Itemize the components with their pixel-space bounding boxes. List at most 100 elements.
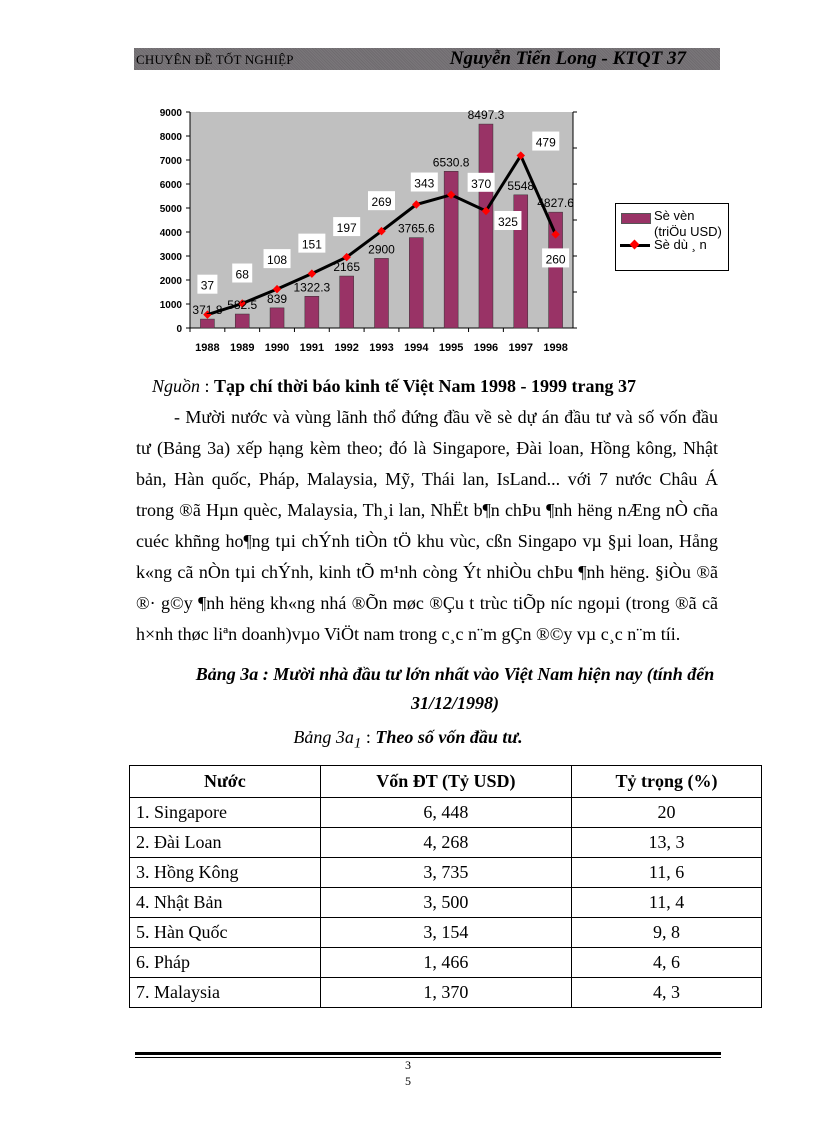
left-tick-label: 5000: [160, 204, 183, 215]
body-paragraph: - Mười nước và vùng lãnh thổ đứng đầu về…: [136, 402, 718, 650]
bar-data-label: 4827.6: [537, 196, 574, 210]
legend-bar-label: Sè vèn: [654, 208, 695, 223]
legend-marker-icon: [629, 239, 640, 250]
line-marker: [412, 200, 421, 209]
cell-share: 20: [571, 797, 762, 828]
x-tick-label: 1994: [404, 342, 429, 354]
line-marker: [272, 284, 282, 294]
bar-data-label: 839: [267, 292, 287, 306]
line-marker: [446, 190, 456, 200]
table-header-row: Nước Vốn ĐT (Tỷ USD) Tỷ trọng (%): [129, 765, 762, 798]
x-tick-label: 1992: [334, 342, 358, 354]
col-country: Nước: [129, 765, 321, 798]
bar-data-label: 582.5: [227, 298, 257, 312]
left-tick-label: 9000: [160, 108, 183, 119]
table-row: 2. Đài Loan 4, 268 13, 3: [129, 827, 762, 858]
subcaption-sep: :: [361, 727, 376, 747]
paragraph-text: - Mười nước và vùng lãnh thổ đứng đầu về…: [136, 407, 718, 644]
bar: [443, 171, 459, 329]
line-label-box: [467, 172, 495, 192]
line-marker: [516, 151, 526, 160]
cell-share: 4, 3: [571, 977, 762, 1008]
bar-data-label: 2165: [333, 260, 360, 274]
table-subcaption: Bảng 3a1 : Theo số vốn đầu tư.: [0, 727, 816, 753]
line-marker: [377, 226, 386, 236]
bar: [409, 237, 424, 329]
line-marker: [481, 206, 491, 216]
legend-line-label: Sè dù ¸ n: [654, 237, 707, 252]
bar: [374, 258, 389, 329]
table-row: 4. Nhật Bản 3, 500 11, 4: [129, 887, 762, 918]
line-data-label: 151: [302, 238, 322, 252]
cell-share: 11, 6: [571, 857, 762, 888]
line-data-label: 260: [546, 252, 566, 266]
cell-capital: 6, 448: [319, 797, 573, 828]
table-caption: Bảng 3a : Mười nhà đầu tư lớn nhất vào V…: [195, 664, 715, 713]
bar: [339, 275, 354, 329]
x-tick-label: 1991: [300, 342, 324, 354]
cell-share: 9, 8: [571, 917, 762, 948]
line-label-box: [197, 274, 218, 294]
line-marker: [237, 299, 247, 308]
cell-country: 7. Malaysia: [129, 977, 321, 1008]
page-number: 3: [405, 1058, 411, 1072]
source-sep: :: [200, 376, 215, 396]
cell-capital: 3, 735: [319, 857, 573, 888]
cell-capital: 3, 500: [319, 887, 573, 918]
bar-data-label: 2900: [368, 242, 395, 256]
bar: [548, 211, 563, 329]
bar: [269, 307, 285, 329]
x-tick-label: 1996: [474, 342, 498, 354]
bar-data-label: 8497.3: [468, 108, 505, 122]
x-tick-label: 1989: [230, 342, 254, 354]
line-data-label: 370: [471, 177, 491, 191]
line-label-box: [263, 249, 291, 269]
legend-bar-swatch: [621, 213, 651, 224]
cell-country: 1. Singapore: [129, 797, 321, 828]
cell-country: 4. Nhật Bản: [129, 887, 321, 918]
header-title: CHUYÊN ĐỀ TỐT NGHIỆP: [136, 52, 294, 67]
cell-country: 2. Đài Loan: [129, 827, 321, 858]
left-tick-label: 4000: [160, 228, 183, 239]
line-data-label: 343: [414, 177, 434, 191]
investment-chart: 0100020003000400050006000700080009000010…: [160, 108, 577, 354]
bar: [304, 296, 320, 329]
bar: [234, 313, 250, 329]
line-label-box: [542, 248, 570, 268]
investors-table: Nước Vốn ĐT (Tỷ USD) Tỷ trọng (%) 1. Sin…: [129, 765, 762, 1008]
bar-data-label: 1322.3: [294, 280, 331, 294]
left-tick-label: 6000: [160, 180, 183, 191]
subcaption-sub: 1: [353, 735, 362, 752]
cell-share: 11, 4: [571, 887, 762, 918]
line-label-box: [232, 263, 253, 283]
bar: [200, 318, 215, 329]
x-tick-label: 1998: [543, 342, 567, 354]
bar: [478, 123, 494, 329]
left-tick-label: 1000: [160, 300, 183, 311]
table-row: 6. Pháp 1, 466 4, 6: [129, 947, 762, 978]
subcaption-text: Theo số vốn đầu tư.: [375, 727, 523, 747]
footer-rule: [135, 1052, 721, 1055]
x-tick-label: 1997: [509, 342, 533, 354]
cell-capital: 4, 268: [319, 827, 573, 858]
line-label-box: [532, 131, 560, 151]
line-data-label: 197: [337, 221, 357, 235]
line-marker: [203, 310, 212, 319]
source-text: Tạp chí thời báo kinh tế Việt Nam 1998 -…: [214, 376, 637, 396]
x-tick-label: 1988: [195, 342, 219, 354]
line-label-box: [298, 233, 326, 253]
x-tick-label: 1995: [439, 342, 463, 354]
source-label: Nguồn: [152, 376, 201, 396]
x-tick-label: 1993: [369, 342, 393, 354]
chart-legend: Sè vèn (triÖu USD) Sè dù ¸ n: [615, 203, 729, 271]
line-marker: [551, 230, 560, 239]
cell-capital: 1, 370: [319, 977, 573, 1008]
line-data-label: 108: [267, 253, 287, 267]
bar-data-label: 371.8: [192, 303, 222, 317]
line-data-label: 325: [498, 215, 518, 229]
table-row: 7. Malaysia 1, 370 4, 3: [129, 977, 762, 1008]
left-tick-label: 7000: [160, 156, 183, 167]
bar-data-label: 3765.6: [398, 222, 435, 236]
left-tick-label: 2000: [160, 276, 183, 287]
